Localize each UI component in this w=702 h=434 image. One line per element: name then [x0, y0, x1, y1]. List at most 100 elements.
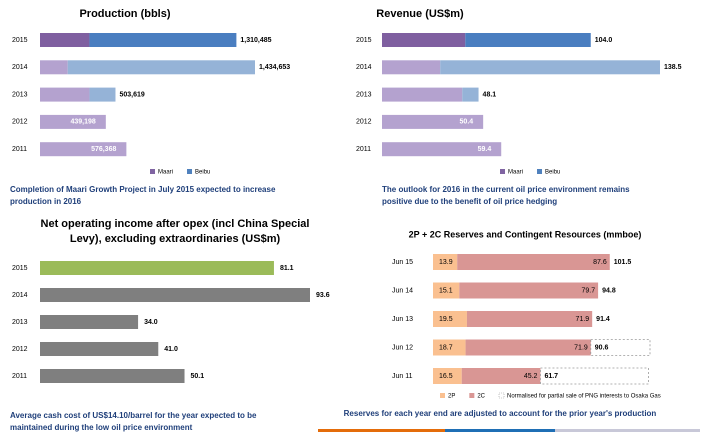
- value-label: 50.1: [191, 373, 205, 380]
- legend-swatch: [537, 169, 543, 174]
- segment-label: 13.9: [439, 259, 453, 266]
- segment-label: 71.9: [576, 316, 590, 323]
- total-label: 101.5: [614, 259, 632, 266]
- bar: [40, 342, 159, 356]
- bar-segment: [40, 114, 106, 129]
- segment-label: 18.7: [439, 344, 453, 351]
- category-label: 2015: [12, 37, 28, 44]
- bar-segment: [89, 87, 116, 102]
- legend-label: 2C: [477, 394, 485, 400]
- chart-title: Production (bbls): [79, 8, 170, 20]
- bar-segment: [433, 339, 466, 356]
- segment-label: 15.1: [439, 287, 453, 294]
- bar-segment: [462, 87, 479, 102]
- value-label: 34.0: [144, 319, 158, 326]
- value-label: 93.6: [316, 292, 330, 299]
- bar: [40, 369, 185, 383]
- footer-bar: [445, 429, 555, 432]
- segment-label: 71.9: [574, 344, 588, 351]
- bar-segment: [433, 282, 460, 299]
- total-label: 503,619: [119, 91, 144, 98]
- bar: [40, 261, 274, 275]
- category-label: Jun 12: [392, 344, 413, 351]
- category-label: Jun 11: [392, 373, 413, 380]
- caption: Completion of Maari Growth Project in Ju…: [10, 185, 276, 194]
- total-label: 104.0: [595, 37, 613, 44]
- legend-label: Maari: [158, 170, 173, 176]
- bar-segment: [466, 311, 593, 327]
- category-label: 2012: [12, 346, 28, 353]
- caption: Average cash cost of US$14.10/barrel for…: [10, 411, 257, 420]
- segment-label: 87.6: [593, 259, 607, 266]
- category-label: 2015: [12, 265, 28, 272]
- category-label: Jun 15: [392, 259, 413, 266]
- total-label: 59.4: [478, 146, 492, 153]
- legend-label: Normalised for partial sale of PNG inter…: [507, 394, 661, 400]
- bar-segment: [457, 254, 610, 270]
- category-label: 2014: [356, 64, 372, 71]
- bar-segment: [382, 142, 502, 157]
- category-label: 2015: [356, 37, 372, 44]
- segment-label: 79.7: [581, 287, 595, 294]
- bar-segment: [540, 367, 649, 385]
- bar-segment: [440, 60, 660, 75]
- bar-segment: [465, 33, 591, 47]
- total-label: 94.8: [602, 287, 616, 294]
- legend-swatch: [469, 393, 475, 398]
- category-label: 2013: [12, 91, 28, 98]
- bar-segment: [40, 87, 90, 102]
- category-label: 2013: [356, 91, 372, 98]
- category-label: Jun 14: [392, 287, 413, 294]
- legend-label: 2P: [448, 394, 455, 400]
- category-label: 2014: [12, 64, 28, 71]
- bar: [40, 315, 139, 329]
- category-label: 2011: [12, 373, 27, 380]
- value-label: 41.0: [164, 346, 178, 353]
- category-label: Jun 13: [392, 316, 413, 323]
- caption: maintained during the low oil price envi…: [10, 423, 193, 432]
- caption: Reserves for each year end are adjusted …: [344, 409, 657, 418]
- total-label: 48.1: [483, 91, 497, 98]
- legend-swatch: [187, 169, 193, 174]
- total-label: 91.4: [596, 316, 610, 323]
- footer-bar: [555, 429, 700, 432]
- bar: [40, 288, 310, 302]
- bar-segment: [433, 311, 467, 327]
- caption: production in 2016: [10, 197, 82, 206]
- legend-label: Maari: [508, 170, 523, 176]
- bar-segment: [590, 339, 651, 356]
- legend-swatch: [150, 169, 155, 174]
- category-label: 2014: [12, 292, 28, 299]
- bar-segment: [382, 114, 484, 129]
- legend-swatch: [440, 393, 445, 398]
- legend-swatch: [498, 392, 505, 399]
- bar-segment: [40, 60, 68, 75]
- bar-segment: [382, 60, 441, 75]
- total-label: 576,368: [91, 146, 116, 153]
- bar-segment: [40, 33, 90, 47]
- caption: The outlook for 2016 in the current oil …: [382, 185, 630, 194]
- chart-title: Revenue (US$m): [376, 8, 464, 20]
- category-label: 2013: [12, 319, 28, 326]
- total-label: 439,198: [71, 119, 96, 126]
- legend-label: Beibu: [195, 170, 210, 176]
- segment-label: 16.5: [439, 373, 453, 380]
- segment-label: 19.5: [439, 316, 453, 323]
- bar-segment: [461, 368, 541, 384]
- value-label: 81.1: [280, 265, 294, 272]
- bar-segment: [433, 254, 458, 270]
- bar-segment: [433, 368, 462, 384]
- chart-title: Net operating income after opex (incl Ch…: [41, 218, 310, 230]
- category-label: 2011: [12, 146, 27, 153]
- caption: positive due to the benefit of oil price…: [382, 197, 557, 206]
- footer-bar: [318, 429, 445, 432]
- total-label: 1,310,485: [240, 37, 271, 44]
- bar-segment: [465, 339, 591, 356]
- category-label: 2012: [12, 119, 28, 126]
- category-label: 2012: [356, 119, 372, 126]
- total-label: 50.4: [460, 119, 474, 126]
- bar-segment: [459, 282, 599, 299]
- chart-title: 2P + 2C Reserves and Contingent Resource…: [409, 229, 642, 239]
